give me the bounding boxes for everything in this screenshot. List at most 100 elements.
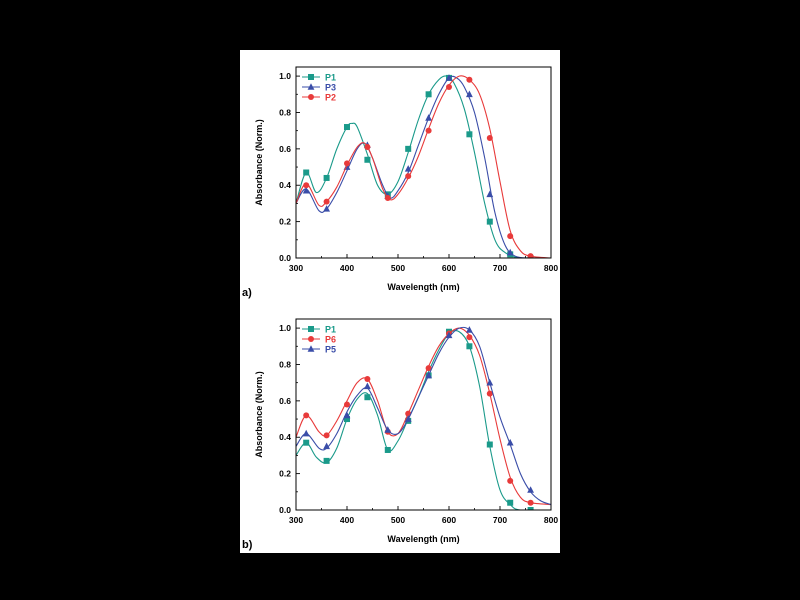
y-tick-label: 1.0 bbox=[279, 323, 291, 333]
series-line bbox=[296, 75, 551, 258]
data-point bbox=[404, 415, 412, 422]
data-point bbox=[486, 441, 493, 448]
series-line bbox=[296, 75, 551, 258]
y-tick-label: 0.2 bbox=[279, 469, 291, 479]
data-point bbox=[445, 331, 453, 339]
data-point bbox=[486, 378, 494, 386]
data-point bbox=[323, 174, 330, 181]
data-point bbox=[466, 76, 473, 83]
x-axis-label: Wavelength (nm) bbox=[387, 282, 459, 292]
data-point bbox=[466, 334, 473, 341]
x-tick-label: 800 bbox=[544, 515, 558, 525]
x-axis-label: Wavelength (nm) bbox=[387, 534, 459, 544]
legend-label: P6 bbox=[325, 335, 336, 345]
x-tick-label: 400 bbox=[340, 515, 354, 525]
data-point bbox=[364, 156, 371, 163]
panel-label: a) bbox=[242, 287, 252, 299]
y-tick-label: 0.4 bbox=[279, 180, 291, 190]
figure: 300 400 500 600 700 800 0.0 0.2 0.4 0.6 0.8 1.0 Wave… bbox=[240, 50, 560, 553]
data-point bbox=[323, 432, 330, 439]
data-point bbox=[344, 401, 350, 408]
y-tick-label: 0.4 bbox=[279, 432, 291, 442]
legend-marker bbox=[308, 94, 314, 100]
legend-marker bbox=[308, 336, 314, 342]
data-point bbox=[303, 182, 310, 189]
y-tick-label: 1.0 bbox=[279, 71, 291, 81]
data-point bbox=[527, 499, 534, 506]
data-point bbox=[302, 186, 310, 194]
data-point bbox=[323, 198, 330, 205]
y-tick-label: 0.6 bbox=[279, 144, 291, 154]
data-point bbox=[466, 90, 473, 98]
data-point bbox=[323, 457, 330, 464]
data-point bbox=[507, 499, 514, 506]
data-point bbox=[527, 507, 534, 510]
data-point bbox=[425, 114, 432, 121]
legend-label: P1 bbox=[325, 73, 336, 83]
data-point bbox=[425, 91, 432, 98]
data-point bbox=[384, 446, 391, 453]
legend-label: P5 bbox=[325, 345, 336, 355]
y-tick-label: 0.2 bbox=[279, 217, 291, 227]
data-point bbox=[466, 326, 473, 333]
y-tick-label: 0.8 bbox=[279, 359, 291, 369]
data-point bbox=[507, 233, 514, 240]
y-tick-label: 0.6 bbox=[279, 396, 291, 406]
x-tick-label: 300 bbox=[289, 515, 303, 525]
chart-svg: 300 400 500 600 700 800 0.0 0.2 0.4 0.6 0.8 1.0 Wave… bbox=[242, 66, 558, 551]
data-point bbox=[364, 394, 371, 401]
x-tick-label: 300 bbox=[289, 263, 303, 273]
chart-panel-b: 300 400 500 600 700 800 0.0 0.2 0.4 0.6 0.8 1.0 Wave… bbox=[242, 318, 558, 551]
data-point bbox=[344, 160, 350, 167]
panel-label: b) bbox=[242, 539, 253, 551]
x-tick-label: 700 bbox=[493, 263, 507, 273]
data-point bbox=[466, 131, 473, 138]
data-point bbox=[344, 416, 350, 423]
data-point bbox=[323, 442, 330, 450]
data-point bbox=[344, 124, 350, 131]
data-point bbox=[303, 439, 310, 446]
data-point bbox=[302, 429, 310, 437]
legend-marker bbox=[308, 326, 314, 332]
data-point bbox=[506, 248, 514, 256]
series-p1 bbox=[296, 74, 551, 258]
data-point bbox=[405, 145, 412, 152]
data-point bbox=[364, 144, 371, 151]
data-point bbox=[507, 477, 514, 484]
data-point bbox=[364, 376, 371, 383]
data-point bbox=[303, 169, 310, 176]
y-tick-label: 0.0 bbox=[279, 253, 291, 263]
series-p1 bbox=[296, 328, 551, 510]
data-point bbox=[527, 486, 534, 493]
legend-label: P1 bbox=[325, 325, 336, 335]
data-point bbox=[527, 253, 534, 258]
series-p5 bbox=[296, 326, 551, 506]
data-point bbox=[364, 382, 371, 390]
x-tick-label: 800 bbox=[544, 263, 558, 273]
series-line bbox=[296, 327, 551, 506]
data-point bbox=[486, 390, 493, 397]
legend-label: P3 bbox=[325, 83, 336, 93]
data-point bbox=[445, 74, 453, 81]
y-tick-label: 0.0 bbox=[279, 505, 291, 515]
x-tick-label: 400 bbox=[340, 263, 354, 273]
data-point bbox=[384, 194, 391, 201]
series-line bbox=[296, 75, 551, 258]
data-point bbox=[425, 365, 432, 372]
x-tick-label: 500 bbox=[391, 515, 405, 525]
series-p2 bbox=[296, 75, 551, 258]
data-point bbox=[466, 343, 473, 350]
legend-marker bbox=[307, 345, 315, 352]
data-point bbox=[486, 218, 493, 225]
data-point bbox=[343, 411, 351, 419]
y-tick-label: 0.8 bbox=[279, 107, 291, 117]
data-point bbox=[323, 205, 330, 212]
x-tick-label: 700 bbox=[493, 515, 507, 525]
data-point bbox=[405, 173, 412, 180]
chart-panel-a: 300 400 500 600 700 800 0.0 0.2 0.4 0.6 0.8 1.0 Wave… bbox=[242, 66, 558, 299]
data-point bbox=[425, 127, 432, 134]
x-tick-label: 600 bbox=[442, 263, 456, 273]
series-p6 bbox=[296, 327, 551, 506]
data-point bbox=[303, 412, 310, 419]
